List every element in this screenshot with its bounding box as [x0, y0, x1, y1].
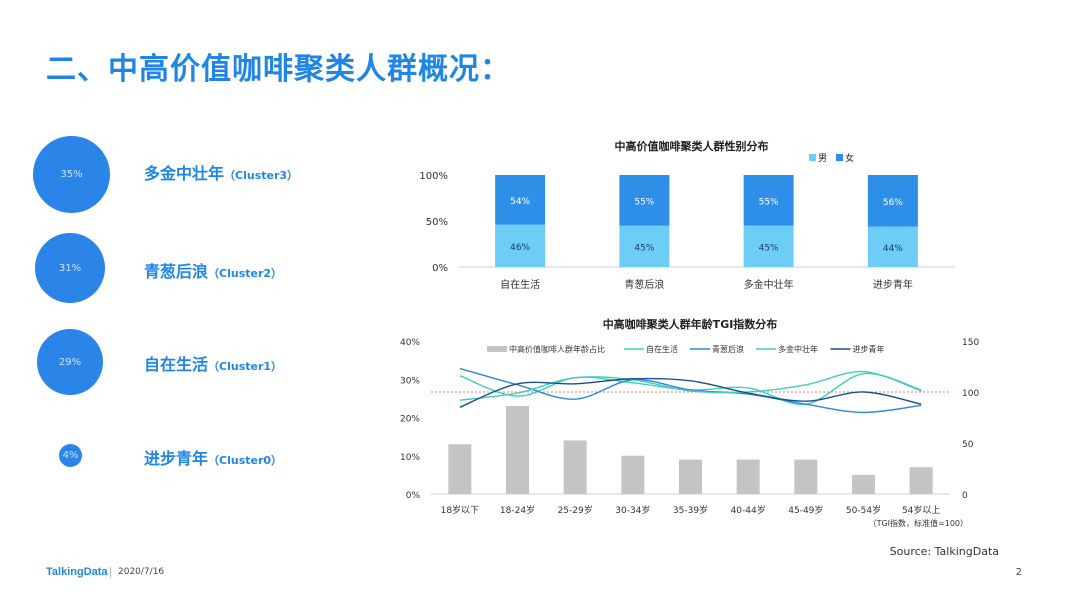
- x-tick-label: 54岁以上: [902, 504, 940, 516]
- legend-label: 自在生活: [646, 344, 678, 354]
- segment-label-cluster3: 多金中壮年（Cluster3）: [144, 160, 298, 184]
- tgi-line: [459, 370, 922, 401]
- segment-pct: 31%: [58, 262, 82, 274]
- y-tick-label: 40%: [400, 338, 420, 348]
- x-tick-label: 35-39岁: [673, 504, 708, 516]
- talkingdata-logo: TalkingData: [46, 566, 108, 578]
- source-note: Source: TalkingData: [889, 545, 999, 558]
- tgi-line: [459, 367, 922, 414]
- age-bar: [852, 474, 875, 494]
- data-label: 44%: [883, 244, 903, 254]
- page-title: 二、中高价值咖啡聚类人群概况：: [46, 52, 511, 87]
- chart-title: 中高咖啡聚类人群年龄TGI指数分布: [603, 317, 778, 331]
- y-tick-label: 0%: [432, 263, 448, 274]
- x-tick-label: 18-24岁: [500, 504, 535, 516]
- y2-tick-label: 100: [962, 389, 979, 399]
- age-bar: [679, 459, 702, 494]
- data-label: 55%: [634, 197, 654, 207]
- bar-segment: [743, 225, 794, 267]
- segment-label-cluster2: 青葱后浪（Cluster2）: [144, 258, 282, 282]
- legend-swatch: [809, 154, 816, 161]
- age-bar: [909, 467, 933, 494]
- age-bar: [563, 440, 587, 494]
- segment-name: 自在生活: [144, 355, 209, 374]
- age-bar: [448, 444, 472, 494]
- data-label: 46%: [510, 243, 530, 253]
- y2-tick-label: 150: [962, 338, 979, 348]
- bar-segment: [743, 175, 794, 226]
- age-bar: [794, 459, 818, 494]
- legend-label: 女: [845, 152, 854, 164]
- legend-label: 多金中壮年: [778, 344, 818, 354]
- bar-segment: [495, 224, 546, 267]
- y-tick-label: 10%: [400, 453, 420, 463]
- chart-note: （TGI指数，标准值=100）: [869, 518, 968, 528]
- segment-cluster: （Cluster1）: [208, 360, 283, 373]
- x-tick-label: 30-34岁: [615, 504, 650, 516]
- x-tick-label: 50-54岁: [846, 504, 881, 516]
- legend-label: 进步青年: [853, 344, 885, 354]
- x-tick-label: 25-29岁: [558, 504, 593, 516]
- data-label: 56%: [883, 198, 903, 208]
- footer-date: 2020/7/16: [118, 567, 165, 577]
- legend-label: 中高价值咖啡人群年龄占比: [509, 344, 605, 354]
- y2-tick-label: 50: [962, 440, 974, 450]
- segment-label-cluster1: 自在生活（Cluster1）: [144, 351, 282, 375]
- x-tick-label: 40-44岁: [731, 504, 766, 516]
- y-tick-label: 30%: [400, 376, 420, 386]
- x-tick-label: 45-49岁: [788, 504, 823, 516]
- y-tick-label: 100%: [419, 171, 448, 182]
- x-tick-label: 自在生活: [500, 278, 540, 291]
- tgi-line: [459, 377, 922, 408]
- segment-name: 进步青年: [144, 449, 209, 468]
- segment-bubble-cluster0: 4%: [59, 444, 82, 467]
- x-tick-label: 青葱后浪: [624, 278, 664, 291]
- legend-label: 男: [818, 153, 827, 164]
- data-label: 45%: [634, 243, 654, 253]
- y-tick-label: 20%: [400, 415, 420, 425]
- footer-divider: [110, 567, 111, 578]
- segment-name: 青葱后浪: [144, 262, 209, 281]
- x-tick-label: 18岁以下: [441, 504, 479, 516]
- x-tick-label: 进步青年: [873, 278, 913, 291]
- bar-segment: [495, 175, 546, 225]
- segment-label-cluster0: 进步青年（Cluster0）: [144, 445, 282, 469]
- segment-name: 多金中壮年: [144, 164, 225, 183]
- segment-pct: 4%: [62, 450, 79, 461]
- y-tick-label: 50%: [426, 217, 448, 228]
- legend-swatch: [487, 346, 507, 352]
- segment-bubble-cluster2: 31%: [35, 233, 105, 303]
- page-number: 2: [1015, 567, 1022, 578]
- age-bar: [506, 406, 529, 494]
- segment-bubble-cluster3: 35%: [33, 136, 110, 213]
- bar-segment: [619, 175, 670, 226]
- segment-bubble-cluster1: 29%: [37, 329, 103, 395]
- segment-cluster: （Cluster0）: [208, 454, 283, 467]
- data-label: 54%: [510, 197, 530, 207]
- chart-title: 中高价值咖啡聚类人群性别分布: [615, 139, 769, 153]
- bar-segment: [867, 175, 918, 227]
- segment-pct: 29%: [58, 356, 82, 368]
- bar-segment: [619, 225, 670, 267]
- y2-tick-label: 0: [962, 491, 968, 501]
- age-bar: [621, 455, 645, 494]
- legend-label: 青葱后浪: [712, 344, 744, 354]
- data-label: 45%: [759, 243, 779, 253]
- segment-cluster: （Cluster2）: [208, 267, 283, 280]
- bar-segment: [867, 226, 918, 267]
- y-tick-label: 0%: [406, 491, 421, 501]
- segment-cluster: （Cluster3）: [224, 169, 299, 182]
- age-bar: [736, 459, 760, 494]
- data-label: 55%: [759, 197, 779, 207]
- legend-swatch: [836, 154, 843, 161]
- segment-pct: 35%: [60, 169, 83, 180]
- x-tick-label: 多金中壮年: [744, 278, 794, 291]
